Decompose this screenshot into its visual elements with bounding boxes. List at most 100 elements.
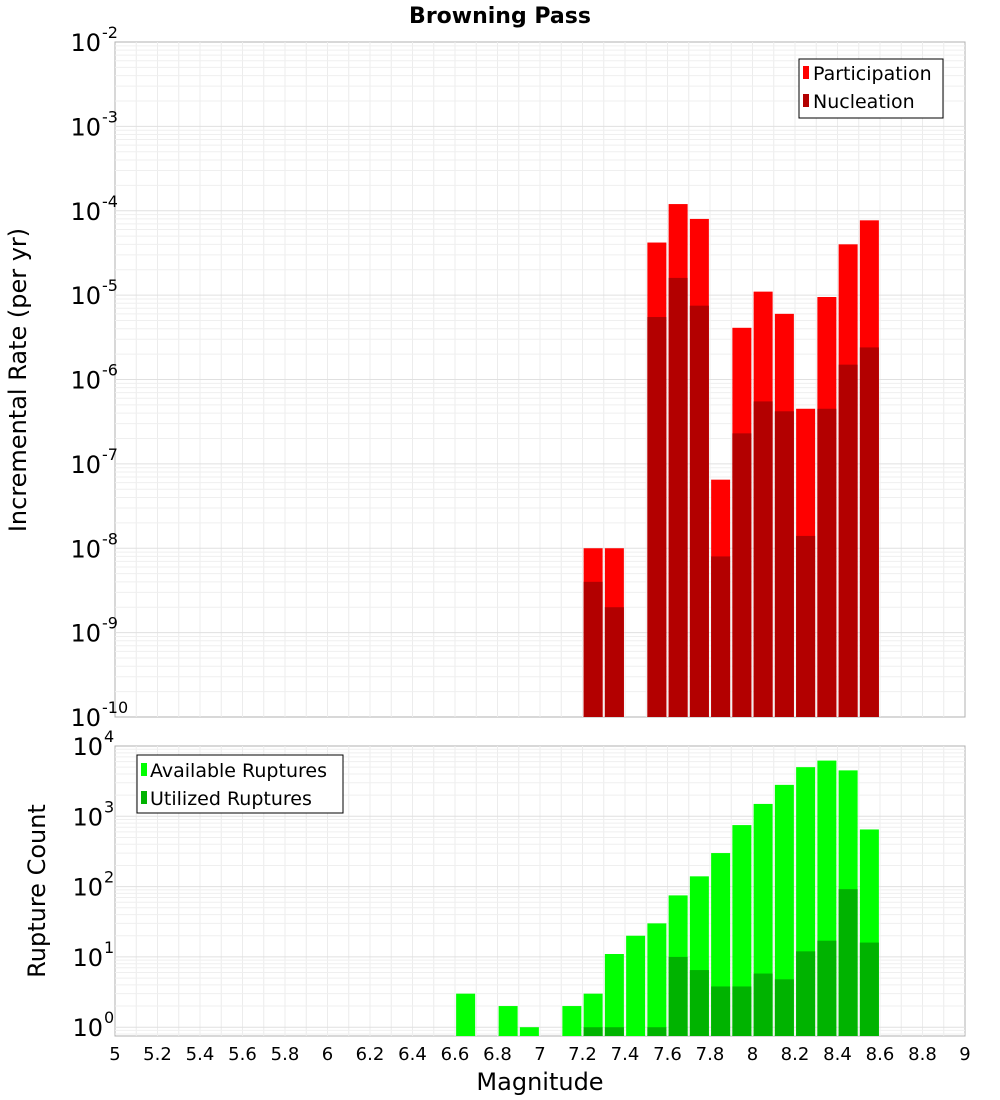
y-tick-exponent: 2 <box>104 868 114 887</box>
utilized-ruptures-bar <box>647 1027 667 1036</box>
x-tick-label: 6.8 <box>483 1044 512 1065</box>
available-ruptures-bar <box>583 993 603 1036</box>
x-tick-label: 5.4 <box>186 1044 215 1065</box>
available-ruptures-bar <box>626 935 646 1036</box>
available-ruptures-bar <box>774 784 794 1036</box>
y-tick-exponent: 4 <box>104 727 114 746</box>
x-tick-label: 5.8 <box>271 1044 300 1065</box>
x-tick-label: 9 <box>959 1044 970 1065</box>
nucleation-bar <box>838 364 858 717</box>
nucleation-bar <box>732 433 752 717</box>
utilized-ruptures-bar <box>774 979 794 1036</box>
y-tick-exponent: 3 <box>104 797 114 816</box>
rate-y-axis-title: Incremental Rate (per yr) <box>4 228 32 532</box>
count-legend: Available Ruptures Utilized Ruptures <box>136 754 344 814</box>
nucleation-bar <box>689 305 709 717</box>
y-tick-label: 10 <box>70 367 101 395</box>
y-tick-label: 10 <box>70 282 101 310</box>
x-tick-label: 8.8 <box>908 1044 937 1065</box>
utilized-ruptures-bar <box>668 956 688 1036</box>
rate-legend-box <box>798 58 944 119</box>
y-tick-label: 10 <box>70 29 101 57</box>
y-tick-exponent: -5 <box>102 276 118 295</box>
count-legend-box <box>136 754 344 814</box>
nucleation-bar <box>859 347 879 717</box>
x-tick-label: 6.2 <box>356 1044 385 1065</box>
y-tick-label: 10 <box>70 451 101 479</box>
nucleation-bar <box>796 535 816 717</box>
rate-grid <box>115 42 965 717</box>
nucleation-legend-swatch <box>803 94 809 107</box>
available-legend-label: Available Ruptures <box>150 760 327 782</box>
x-tick-label: 8.6 <box>866 1044 895 1065</box>
utilized-ruptures-bar <box>838 889 858 1036</box>
y-tick-label: 10 <box>70 535 101 563</box>
available-ruptures-bar <box>498 1006 518 1036</box>
utilized-ruptures-bar <box>796 951 816 1036</box>
rate-legend: Participation Nucleation <box>798 58 944 119</box>
available-ruptures-bar <box>562 1006 582 1036</box>
y-tick-label: 10 <box>72 803 103 831</box>
x-tick-label: 7.2 <box>568 1044 597 1065</box>
utilized-legend-label: Utilized Ruptures <box>150 788 312 810</box>
x-tick-label: 7.4 <box>611 1044 640 1065</box>
x-tick-labels: 5 5.2 5.4 5.6 5.8 6 6.2 6.4 6.6 6.8 7 7.2 7.4 7.6 7.8 8… <box>109 1044 970 1065</box>
nucleation-bar <box>817 408 837 717</box>
y-tick-label: 10 <box>70 198 101 226</box>
x-tick-label: 6.4 <box>398 1044 427 1065</box>
utilized-ruptures-bar <box>753 973 773 1036</box>
nucleation-bar <box>711 556 731 717</box>
y-tick-label: 10 <box>72 944 103 972</box>
utilized-ruptures-bar <box>711 986 731 1036</box>
x-tick-label: 6.6 <box>441 1044 470 1065</box>
y-tick-label: 10 <box>72 733 103 761</box>
nucleation-bar <box>668 277 688 717</box>
x-tick-label: 5 <box>109 1044 120 1065</box>
y-tick-exponent: -10 <box>102 698 128 717</box>
x-tick-label: 5.2 <box>143 1044 172 1065</box>
rate-bars <box>583 204 879 718</box>
y-tick-label: 10 <box>72 874 103 902</box>
x-tick-label: 7.6 <box>653 1044 682 1065</box>
count-y-axis-title: Rupture Count <box>23 804 51 978</box>
nucleation-bar <box>583 581 603 717</box>
x-tick-label: 7 <box>534 1044 545 1065</box>
nucleation-bar <box>647 317 667 717</box>
x-tick-label: 6 <box>322 1044 333 1065</box>
y-tick-exponent: -7 <box>102 445 118 464</box>
y-tick-exponent: 0 <box>104 1008 114 1027</box>
y-tick-label: 10 <box>70 620 101 648</box>
nucleation-legend-label: Nucleation <box>813 91 915 113</box>
utilized-ruptures-bar <box>583 1027 603 1036</box>
x-tick-label: 8.4 <box>823 1044 852 1065</box>
x-tick-label: 8.2 <box>781 1044 810 1065</box>
available-ruptures-bar <box>647 923 667 1036</box>
nucleation-bar <box>774 411 794 717</box>
participation-legend-swatch <box>803 66 809 79</box>
nucleation-bar <box>753 401 773 717</box>
utilized-legend-swatch <box>141 791 147 804</box>
utilized-ruptures-bar <box>817 940 837 1036</box>
utilized-ruptures-bar <box>859 942 879 1036</box>
y-tick-exponent: -2 <box>102 23 118 42</box>
y-tick-exponent: -9 <box>102 614 118 633</box>
y-tick-exponent: 1 <box>104 938 114 957</box>
count-bars <box>456 760 879 1036</box>
available-ruptures-bar <box>456 993 476 1036</box>
chart-title: Browning Pass <box>409 4 591 29</box>
available-ruptures-bar <box>732 825 752 1036</box>
utilized-ruptures-bar <box>689 970 709 1036</box>
y-tick-label: 10 <box>70 704 101 732</box>
y-tick-exponent: -3 <box>102 107 118 126</box>
y-tick-exponent: -4 <box>102 192 118 211</box>
available-ruptures-bar <box>604 954 624 1036</box>
y-tick-exponent: -6 <box>102 361 118 380</box>
y-tick-label: 10 <box>70 113 101 141</box>
x-tick-label: 8 <box>747 1044 758 1065</box>
y-tick-exponent: -8 <box>102 529 118 548</box>
available-ruptures-bar <box>519 1027 539 1036</box>
utilized-ruptures-bar <box>732 986 752 1036</box>
